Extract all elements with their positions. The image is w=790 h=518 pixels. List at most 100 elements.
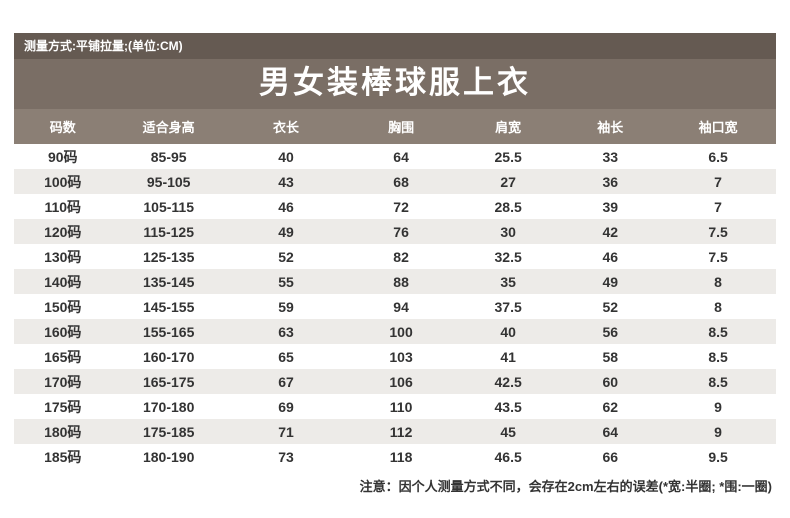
table-cell: 170码 (44, 373, 82, 390)
column-header: 胸围 (346, 109, 456, 144)
table-cell: 7.5 (708, 223, 728, 240)
table-cell: 65 (278, 348, 294, 365)
size-table-body: 90码 85-95 40 64 25.5 33 6.5 100码 95-105 43 68 27 36 7… (14, 144, 776, 469)
table-cell: 175码 (44, 398, 82, 415)
table-cell: 27 (500, 173, 516, 190)
table-cell: 145-155 (142, 298, 195, 315)
column-header: 衣长 (225, 109, 347, 144)
table-cell: 36 (602, 173, 619, 190)
table-cell: 125-135 (142, 248, 195, 265)
table-cell: 160码 (44, 323, 82, 340)
table-cell: 37.5 (494, 298, 522, 315)
footer-note: 注意：因个人测量方式不同，会存在2cm左右的误差(*宽:半圈; *围:一圈) (359, 479, 772, 494)
table-cell: 9.5 (708, 448, 728, 465)
table-cell: 40 (278, 148, 294, 165)
size-table: 码数 适合身高 衣长 胸围 肩宽 袖长 袖口宽 90码 85-95 40 64 25.5 33 6.5 1… (14, 109, 776, 469)
table-cell: 46 (278, 198, 294, 215)
size-table-header: 码数 适合身高 衣长 胸围 肩宽 袖长 袖口宽 (14, 109, 776, 144)
table-cell: 8.5 (708, 373, 728, 390)
table-cell: 72 (393, 198, 409, 215)
table-cell: 8 (714, 298, 722, 315)
table-cell: 45 (500, 423, 516, 440)
table-cell: 64 (393, 148, 409, 165)
table-row: 90码 85-95 40 64 25.5 33 6.5 (14, 144, 776, 169)
table-cell: 100码 (44, 173, 82, 190)
table-cell: 115-125 (143, 223, 194, 240)
table-cell: 82 (393, 248, 409, 265)
table-cell: 180-190 (142, 448, 195, 465)
table-cell: 68 (393, 173, 409, 190)
table-cell: 39 (602, 198, 619, 215)
table-row: 180码 175-185 71 112 45 64 9 (14, 419, 776, 444)
table-cell: 40 (500, 323, 516, 340)
measurement-note-bar: 测量方式:平铺拉量;(单位:CM) (14, 33, 776, 59)
table-cell: 46.5 (494, 448, 522, 465)
table-cell: 7.5 (708, 248, 728, 265)
table-cell: 95-105 (146, 173, 191, 190)
table-row: 165码 160-170 65 103 41 58 8.5 (14, 344, 776, 369)
table-cell: 110 (389, 398, 413, 415)
table-cell: 59 (278, 298, 294, 315)
table-cell: 56 (602, 323, 619, 340)
table-cell: 73 (278, 448, 294, 465)
table-cell: 112 (389, 423, 413, 440)
table-cell: 105-115 (143, 198, 194, 215)
table-cell: 64 (602, 423, 619, 440)
table-cell: 165-175 (142, 373, 195, 390)
column-header: 适合身高 (111, 109, 226, 144)
table-row: 140码 135-145 55 88 35 49 8 (14, 269, 776, 294)
table-cell: 160-170 (142, 348, 195, 365)
table-cell: 67 (278, 373, 294, 390)
table-cell: 60 (602, 373, 619, 390)
table-cell: 7 (714, 173, 722, 190)
table-cell: 58 (602, 348, 619, 365)
table-cell: 25.5 (494, 148, 522, 165)
table-cell: 69 (278, 398, 294, 415)
table-cell: 55 (278, 273, 294, 290)
table-cell: 76 (393, 223, 409, 240)
page-title: 男女装棒球服上衣 (259, 65, 531, 100)
table-cell: 43 (278, 173, 294, 190)
table-cell: 135-145 (142, 273, 195, 290)
table-row: 130码 125-135 52 82 32.5 46 7.5 (14, 244, 776, 269)
table-cell: 185码 (44, 448, 82, 465)
measurement-note-text: 测量方式:平铺拉量;(单位:CM) (24, 39, 183, 53)
table-cell: 33 (602, 148, 619, 165)
table-cell: 165码 (44, 348, 82, 365)
table-cell: 42.5 (494, 373, 522, 390)
table-cell: 110码 (44, 198, 82, 215)
table-cell: 49 (278, 223, 294, 240)
table-cell: 180码 (44, 423, 82, 440)
table-cell: 150码 (44, 298, 82, 315)
table-cell: 155-165 (142, 323, 195, 340)
table-cell: 41 (500, 348, 516, 365)
table-cell: 71 (278, 423, 294, 440)
table-cell: 32.5 (494, 248, 522, 265)
column-header: 袖口宽 (660, 109, 776, 144)
table-cell: 175-185 (142, 423, 195, 440)
column-header: 肩宽 (455, 109, 561, 144)
table-cell: 43.5 (494, 398, 522, 415)
table-cell: 6.5 (708, 148, 728, 165)
table-cell: 52 (278, 248, 294, 265)
table-cell: 9 (714, 423, 722, 440)
table-row: 110码 105-115 46 72 28.5 39 7 (14, 194, 776, 219)
table-cell: 62 (602, 398, 619, 415)
table-row: 120码 115-125 49 76 30 42 7.5 (14, 219, 776, 244)
table-cell: 8.5 (708, 348, 728, 365)
table-cell: 118 (389, 448, 413, 465)
table-cell: 88 (393, 273, 409, 290)
table-cell: 66 (602, 448, 619, 465)
table-cell: 9 (714, 398, 722, 415)
table-cell: 42 (602, 223, 619, 240)
size-chart-sheet: 测量方式:平铺拉量;(单位:CM) 男女装棒球服上衣 码数 适合身高 衣长 胸围 肩宽袖… (14, 33, 776, 494)
table-cell: 140码 (44, 273, 82, 290)
table-cell: 170-180 (142, 398, 195, 415)
table-cell: 28.5 (494, 198, 522, 215)
table-cell: 46 (602, 248, 619, 265)
column-header: 袖长 (560, 109, 661, 144)
table-cell: 52 (602, 298, 619, 315)
table-row: 150码 145-155 59 94 37.5 52 8 (14, 294, 776, 319)
table-row: 160码 155-165 63 100 40 56 8.5 (14, 319, 776, 344)
